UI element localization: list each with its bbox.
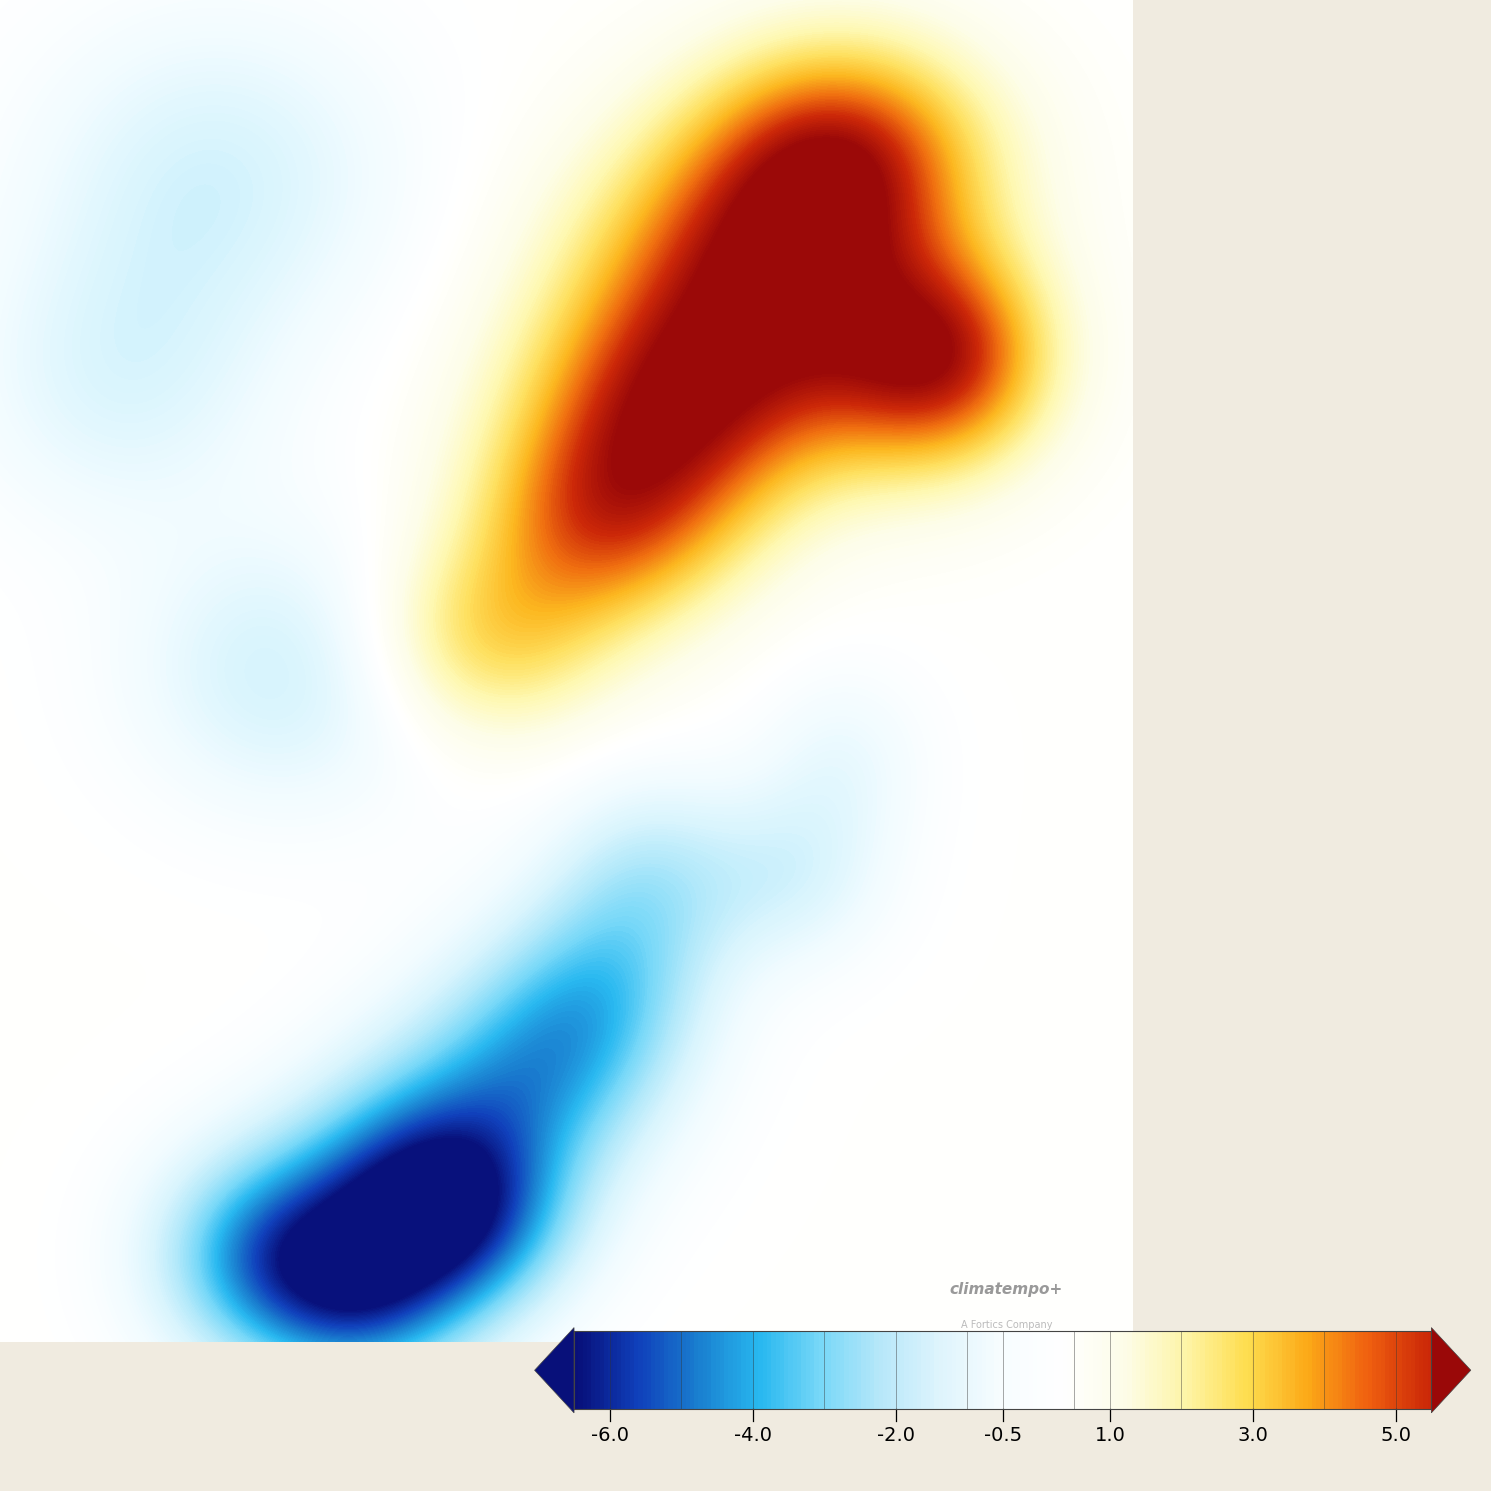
Text: A Fortics Company: A Fortics Company [960, 1321, 1053, 1330]
Text: -0.5: -0.5 [984, 1425, 1021, 1445]
Text: 1.0: 1.0 [1094, 1425, 1126, 1445]
Text: 3.0: 3.0 [1238, 1425, 1269, 1445]
Polygon shape [1431, 1327, 1470, 1413]
Text: -6.0: -6.0 [590, 1425, 629, 1445]
Polygon shape [535, 1327, 574, 1413]
Text: -2.0: -2.0 [877, 1425, 914, 1445]
Text: -4.0: -4.0 [734, 1425, 772, 1445]
Text: climatempo+: climatempo+ [950, 1282, 1063, 1297]
Text: 5.0: 5.0 [1381, 1425, 1410, 1445]
